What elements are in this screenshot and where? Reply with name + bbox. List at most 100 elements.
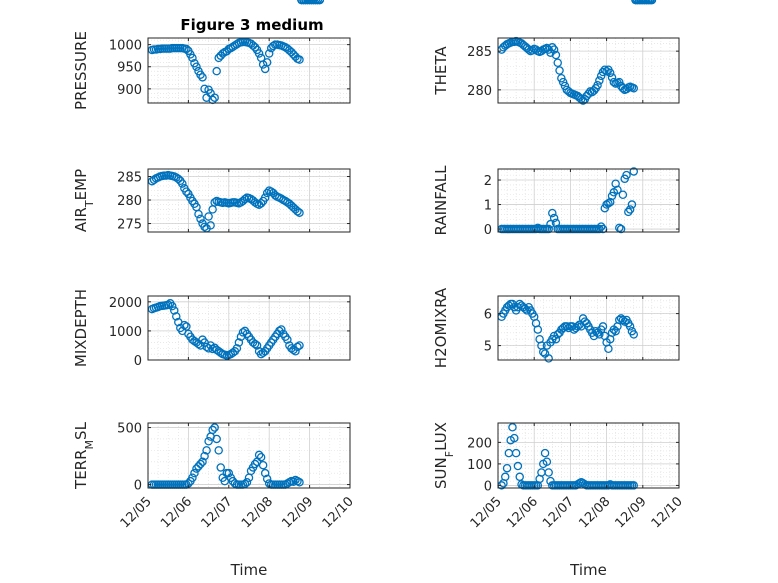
data-point	[252, 341, 262, 350]
x-tick-label: 12/10	[649, 494, 686, 531]
data-point	[629, 84, 639, 93]
data-point	[283, 335, 292, 344]
data-point	[573, 322, 582, 331]
data-point	[557, 73, 566, 83]
data-point	[595, 330, 604, 339]
y-tick-label: 100	[467, 458, 492, 473]
data-point	[190, 468, 199, 478]
data-point	[260, 468, 270, 478]
data-point	[625, 205, 635, 214]
data-point	[622, 170, 631, 180]
axes-box	[497, 422, 680, 489]
data-point	[629, 481, 639, 490]
data-point	[232, 344, 242, 353]
data-point	[260, 193, 270, 202]
y-tick-label: 285	[117, 171, 142, 186]
data-point	[238, 328, 248, 337]
data-point	[198, 457, 207, 467]
axes-box	[497, 37, 680, 104]
data-point	[208, 205, 217, 214]
data-point	[212, 66, 221, 76]
y-tick-label: 1000	[109, 39, 142, 54]
y-tick-label: 0	[484, 223, 492, 238]
data-point	[214, 446, 223, 455]
data-point	[500, 472, 510, 482]
data-point	[218, 49, 227, 58]
axes-box	[147, 37, 351, 104]
data-point	[611, 326, 620, 336]
data-point	[629, 167, 639, 176]
y-axis-label: H2OMIXRA	[432, 287, 450, 368]
data-point	[549, 213, 559, 223]
data-point	[250, 459, 260, 469]
data-point	[264, 49, 274, 58]
data-point	[256, 199, 266, 208]
data-point	[511, 448, 521, 458]
data-point	[604, 199, 613, 208]
y-tick-label: 285	[467, 45, 492, 60]
data-point	[250, 43, 260, 52]
x-tick-label: 12/05	[468, 494, 505, 531]
data-point	[200, 84, 209, 94]
subplot-air-temp: 275 280 285 AIRTEMP	[72, 0, 351, 233]
subplot-mixdepth: 0 1000 2000 MIXDEPTH	[72, 0, 351, 369]
data-point	[224, 468, 234, 478]
data-point	[258, 60, 268, 69]
data-point	[546, 219, 555, 229]
data-point	[553, 58, 562, 68]
data-point	[595, 224, 604, 234]
data-point	[277, 325, 286, 334]
x-axis-label: Time	[569, 561, 607, 579]
data-point	[598, 322, 608, 331]
figure-title: Figure 3 medium	[180, 16, 323, 34]
data-point	[250, 339, 260, 349]
subplot-terr-msl: 0 500 TERRMSL 12/05 12/06 12/07 12/08 12/09 12/1…	[72, 0, 357, 579]
data-point	[533, 325, 543, 334]
data-point	[172, 312, 181, 321]
data-point	[210, 198, 219, 207]
data-point	[194, 209, 203, 219]
data-point	[216, 463, 225, 472]
data-point	[551, 50, 561, 60]
data-point	[540, 349, 550, 358]
data-point	[210, 93, 219, 102]
data-point	[595, 76, 604, 85]
subplot-rainfall: 0 1 2 RAINFALL	[432, 0, 680, 238]
y-axis-label: RAINFALL	[432, 165, 450, 236]
axes-box	[497, 168, 680, 233]
x-axis-label: Time	[230, 561, 268, 579]
data-point	[204, 436, 213, 446]
axes-box	[497, 295, 680, 361]
y-tick-label: 900	[117, 83, 142, 98]
data-point	[625, 322, 635, 331]
data-point	[618, 190, 628, 199]
y-tick-label: 6	[484, 308, 492, 323]
data-point	[555, 66, 564, 75]
data-point	[256, 452, 266, 462]
x-tick-label: 12/07	[540, 494, 577, 531]
data-point	[210, 423, 219, 432]
data-point	[508, 423, 517, 432]
data-point	[609, 77, 619, 87]
y-tick-label: 500	[117, 422, 142, 437]
data-point	[204, 212, 213, 221]
data-point	[254, 49, 264, 58]
data-point	[613, 185, 622, 195]
data-point	[240, 194, 250, 204]
data-point	[542, 457, 552, 466]
data-point	[258, 460, 268, 470]
y-tick-label: 200	[467, 436, 492, 451]
data-point	[291, 347, 300, 356]
data-point	[596, 222, 606, 231]
y-axis-label: AIRTEMP	[72, 169, 96, 232]
data-point	[254, 450, 264, 460]
data-point	[544, 354, 553, 363]
data-point	[167, 301, 177, 311]
data-point	[544, 468, 553, 477]
axes-box	[147, 295, 351, 361]
y-tick-label: 275	[117, 218, 142, 233]
axes-box	[147, 422, 351, 489]
x-tick-label: 12/08	[239, 494, 276, 531]
data-point	[163, 300, 173, 309]
